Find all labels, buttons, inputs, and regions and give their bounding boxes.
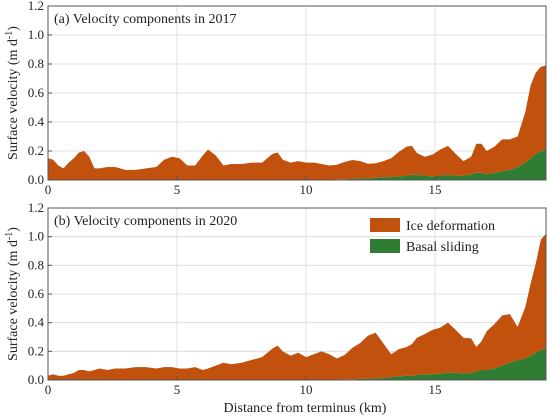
panel-b-ytick-label-3: 0.6 [28, 286, 45, 301]
panel-a-xtick-label-3: 15 [429, 182, 442, 197]
panel-a-xtick-label-1: 5 [174, 182, 181, 197]
panel-b-y-axis-label-sup: -1 [4, 232, 15, 240]
legend-label-basal-sliding: Basal sliding [406, 240, 479, 255]
panel-a-area-basal-sliding [48, 149, 546, 180]
x-axis-label: Distance from terminus (km) [224, 401, 387, 416]
panel-a-ytick-label-6: 1.2 [28, 0, 44, 13]
legend-swatch-ice-deformation [370, 218, 400, 232]
panel-b-ytick-label-4: 0.8 [28, 257, 44, 272]
panel-b-y-axis-label-main: Surface velocity (m d [6, 240, 21, 361]
panel-a-y-axis-label: Surface velocity (m d-1) [4, 26, 22, 160]
panel-a-y-axis-label-end: ) [6, 26, 21, 31]
panel-a: 0 5 10 15 0.0 0.2 0.4 0.6 0.8 1.0 1.2 (a) Velocity… [4, 0, 547, 197]
legend-label-ice-deformation: Ice deformation [406, 219, 495, 234]
panel-a-grid [47, 5, 546, 181]
panel-a-ytick-label-3: 0.6 [28, 85, 45, 100]
panel-b-areas [48, 233, 546, 380]
panel-a-ytick-label-2: 0.4 [28, 114, 45, 129]
panel-a-ticks: 0 5 10 15 0.0 0.2 0.4 0.6 0.8 1.0 1.2 [28, 0, 442, 197]
panel-a-y-axis-label-main: Surface velocity (m d [6, 39, 21, 160]
panel-b-ytick-label-2: 0.4 [28, 315, 45, 330]
panel-a-xtick-label-2: 10 [300, 182, 313, 197]
panel-b-ytick-label-6: 1.2 [28, 200, 44, 215]
legend: Ice deformation Basal sliding [370, 218, 495, 255]
panel-b-y-axis-label-end: ) [6, 227, 21, 232]
panel-a-xtick-label-0: 0 [45, 182, 52, 197]
panel-b-ytick-label-0: 0.0 [28, 372, 44, 387]
panel-a-area-ice-deformation [48, 65, 546, 180]
panel-a-y-axis-label-sup: -1 [4, 31, 15, 39]
panel-a-title: (a) Velocity components in 2017 [54, 12, 237, 27]
panel-a-areas [48, 65, 546, 180]
panel-b-xtick-label-3: 15 [429, 382, 442, 397]
panel-b-xtick-label-0: 0 [45, 382, 52, 397]
panel-a-ytick-label-0: 0.0 [28, 172, 44, 187]
panel-b-title: (b) Velocity components in 2020 [54, 214, 237, 229]
panel-b-ticks: 0 5 10 15 0.0 0.2 0.4 0.6 0.8 1.0 1.2 [28, 200, 442, 397]
panel-b-xtick-label-1: 5 [174, 382, 181, 397]
panel-b-ytick-label-1: 0.2 [28, 343, 44, 358]
panel-b-area-basal-sliding [48, 348, 546, 380]
panel-b: 0 5 10 15 0.0 0.2 0.4 0.6 0.8 1.0 1.2 (b) Velocity… [4, 200, 547, 416]
panel-b-y-axis-label: Surface velocity (m d-1) [4, 227, 22, 361]
panel-a-ytick-label-1: 0.2 [28, 143, 44, 158]
panel-b-xtick-label-2: 10 [300, 382, 313, 397]
panel-b-area-ice-deformation [48, 233, 546, 380]
panel-b-ytick-label-5: 1.0 [28, 229, 44, 244]
panel-a-ytick-label-4: 0.8 [28, 56, 44, 71]
panel-a-ytick-label-5: 1.0 [28, 27, 44, 42]
legend-swatch-basal-sliding [370, 239, 400, 253]
